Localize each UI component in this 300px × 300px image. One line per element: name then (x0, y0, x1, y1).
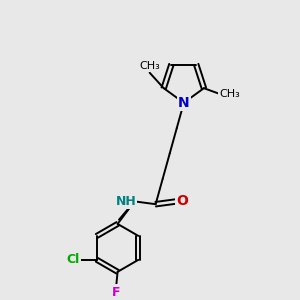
Text: NH: NH (116, 195, 136, 208)
Text: Cl: Cl (67, 253, 80, 266)
Text: N: N (178, 96, 190, 110)
Text: CH₃: CH₃ (219, 89, 240, 99)
Text: O: O (176, 194, 188, 208)
Text: CH₃: CH₃ (139, 61, 160, 71)
Text: F: F (112, 286, 120, 298)
